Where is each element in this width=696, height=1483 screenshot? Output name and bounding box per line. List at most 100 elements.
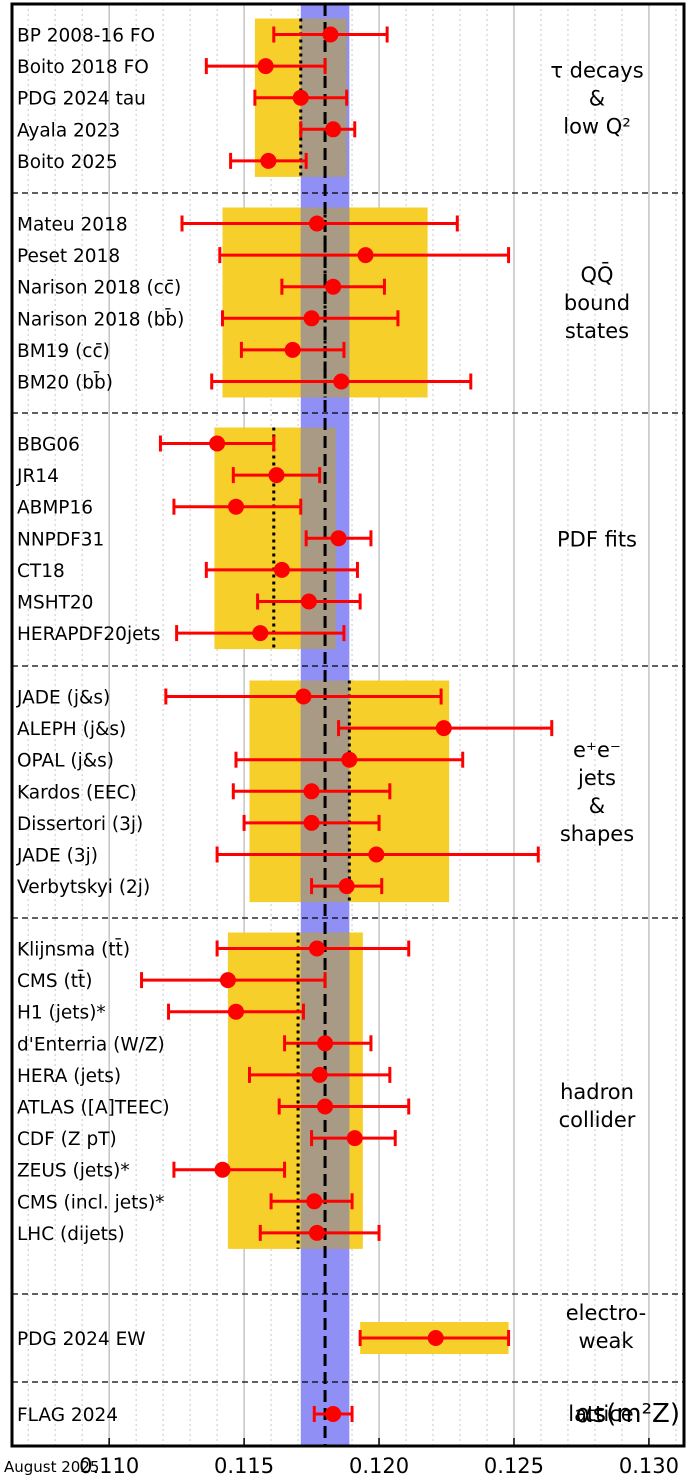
- group-label: hadron: [560, 1080, 634, 1104]
- measurement-label: Dissertori (3j): [17, 814, 143, 835]
- measurement-label: Narison 2018 (bb̄): [17, 308, 184, 330]
- group-label: bound: [564, 291, 630, 315]
- measurement-label: d'Enterria (W/Z): [17, 1034, 165, 1055]
- group-label: PDF fits: [557, 528, 637, 552]
- data-point: [308, 215, 325, 232]
- data-point: [303, 783, 320, 800]
- data-point: [333, 373, 350, 390]
- measurement-label: OPAL (j&s): [17, 751, 114, 772]
- data-point: [284, 341, 301, 358]
- data-point: [308, 940, 325, 957]
- data-point: [435, 720, 452, 737]
- measurement-label: Kardos (EEC): [17, 782, 137, 803]
- data-point: [228, 1003, 244, 1020]
- data-point: [300, 593, 317, 610]
- group-label: lattice: [568, 1402, 633, 1426]
- measurement-label: PDG 2024 EW: [17, 1329, 146, 1350]
- data-point: [308, 1224, 325, 1241]
- x-axis-ticks: 0.110 0.115 0.120 0.125 0.130: [79, 1438, 679, 1478]
- group-label: weak: [578, 1329, 634, 1353]
- data-point: [330, 530, 347, 547]
- group-label: τ decays: [550, 59, 643, 83]
- group-label: e⁺e⁻: [573, 738, 621, 762]
- data-point: [228, 498, 244, 515]
- measurement-label: NNPDF31: [17, 529, 104, 550]
- measurement-label: CMS (incl. jets)*: [17, 1192, 165, 1213]
- group-label: states: [565, 319, 629, 343]
- group-label: low Q²: [563, 115, 630, 139]
- group-label: collider: [559, 1108, 636, 1132]
- measurement-label: Boito 2018 FO: [17, 57, 149, 78]
- data-point: [311, 1066, 328, 1083]
- measurement-label: HERA (jets): [17, 1066, 121, 1087]
- data-point: [260, 152, 277, 169]
- data-point: [357, 247, 374, 264]
- measurement-label: FLAG 2024: [17, 1405, 118, 1426]
- measurement-label: Narison 2018 (cc̄): [17, 278, 181, 299]
- data-point: [427, 1330, 444, 1346]
- group-bands: [214, 18, 509, 1354]
- x-tick-label: 0.115: [214, 1454, 274, 1478]
- data-point: [325, 121, 342, 138]
- measurement-label: Boito 2025: [17, 152, 118, 173]
- data-point: [306, 1193, 323, 1210]
- measurement-points: [140, 26, 554, 1422]
- group-label: &: [589, 87, 605, 111]
- measurement-label: H1 (jets)*: [17, 1003, 106, 1024]
- data-point: [325, 1406, 342, 1422]
- measurement-label: ABMP16: [17, 498, 93, 519]
- data-point: [346, 1130, 363, 1147]
- measurement-label: BP 2008-16 FO: [17, 26, 155, 47]
- measurement-label: ZEUS (jets)*: [17, 1161, 130, 1182]
- data-point: [341, 751, 358, 768]
- plot-frame: [10, 2, 686, 1448]
- group-dividers: [12, 192, 684, 1383]
- group-label: shapes: [560, 822, 634, 846]
- measurement-label: PDG 2024 tau: [17, 89, 146, 110]
- measurement-label: BM19 (cc̄): [17, 341, 110, 362]
- data-point: [303, 814, 320, 831]
- measurement-label: JADE (j&s): [16, 688, 110, 709]
- data-point: [317, 1098, 334, 1115]
- x-tick-label: 0.125: [484, 1454, 544, 1478]
- measurement-label: JADE (3j): [16, 846, 98, 867]
- data-point: [209, 435, 226, 452]
- measurement-label: Mateu 2018: [17, 215, 128, 236]
- measurement-label: CT18: [17, 561, 65, 582]
- data-point: [292, 89, 309, 106]
- measurement-label: ALEPH (j&s): [17, 719, 126, 740]
- date-note: August 2025: [4, 1458, 100, 1476]
- measurement-label: CDF (Z pT): [17, 1129, 117, 1150]
- measurement-labels: BP 2008-16 FO Boito 2018 FO PDG 2024 tau Ay…: [16, 26, 184, 1427]
- measurement-label: CMS (tt̄): [17, 970, 92, 992]
- data-point: [268, 467, 285, 484]
- group-label: &: [589, 794, 605, 818]
- group-labels: τ decays & low Q² QQ̄ bound states PDF fits e⁺e…: [550, 59, 646, 1427]
- measurement-label: MSHT20: [17, 593, 93, 614]
- data-point: [214, 1161, 231, 1178]
- group-label: QQ̄: [580, 262, 613, 287]
- data-point: [252, 625, 269, 642]
- x-tick-label: 0.120: [349, 1454, 409, 1478]
- x-axis-label: αs(m²Z): [575, 1399, 680, 1429]
- measurement-label: Verbytskyi (2j): [17, 877, 150, 898]
- measurement-label: Klijnsma (tt̄): [17, 938, 130, 960]
- x-tick-label: 0.110: [79, 1454, 139, 1478]
- data-point: [368, 846, 385, 863]
- measurement-label: JR14: [16, 466, 59, 487]
- data-point: [219, 972, 236, 989]
- data-point: [338, 878, 355, 895]
- measurement-label: BM20 (bb̄): [17, 371, 113, 393]
- group-label: jets: [577, 766, 616, 790]
- data-point: [295, 688, 312, 705]
- measurement-label: Peset 2018: [17, 246, 120, 267]
- measurement-label: Ayala 2023: [17, 120, 120, 141]
- measurement-label: BBG06: [17, 435, 80, 456]
- data-point: [257, 58, 274, 75]
- group-label: electro-: [566, 1301, 646, 1325]
- data-point: [325, 278, 342, 295]
- data-point: [322, 26, 339, 43]
- measurement-label: LHC (dijets): [17, 1224, 125, 1245]
- data-point: [273, 561, 290, 578]
